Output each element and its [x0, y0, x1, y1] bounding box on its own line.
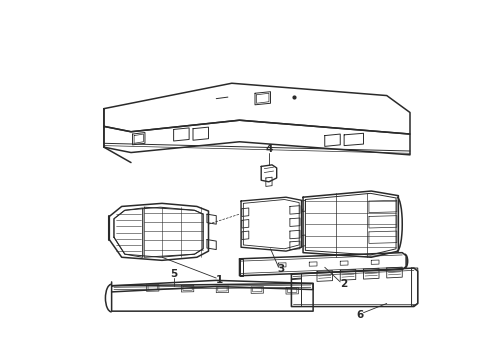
Text: 2: 2 — [340, 279, 347, 289]
Text: 3: 3 — [278, 264, 285, 274]
Text: 5: 5 — [170, 269, 177, 279]
Text: 1: 1 — [216, 275, 223, 285]
Text: 6: 6 — [357, 310, 364, 320]
Text: 4: 4 — [265, 144, 272, 154]
